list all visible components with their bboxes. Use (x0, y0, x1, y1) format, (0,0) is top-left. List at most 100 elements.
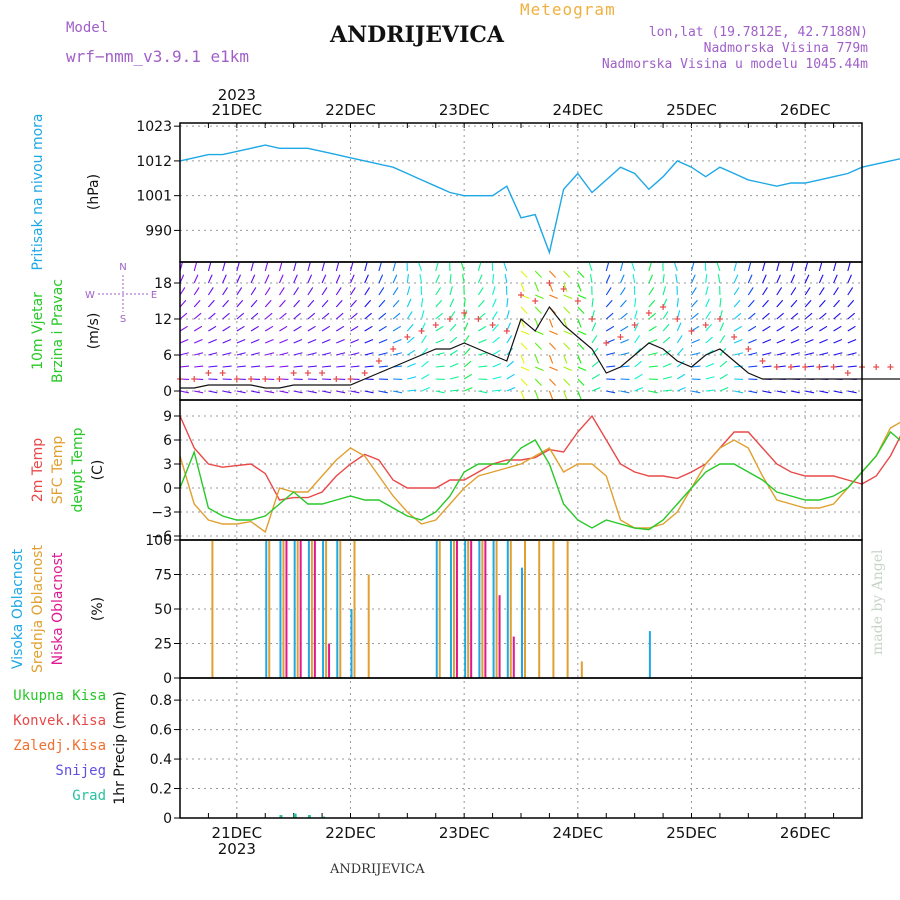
x-tick-label-bottom: 23DEC (439, 824, 490, 842)
wind-arrow (620, 299, 627, 308)
wind-arrow (776, 287, 783, 296)
y-tick-label: 990 (145, 223, 172, 239)
wind-arrow (250, 287, 257, 296)
wind-arrow (350, 287, 356, 296)
wind-arrow (520, 366, 530, 372)
wind-arrow (748, 365, 758, 368)
wind-arrow (506, 297, 509, 308)
wind-arrow (563, 306, 571, 314)
wind-arrow (321, 312, 330, 320)
wind-arrow (634, 360, 642, 368)
panel-frame-precip (179, 677, 863, 819)
wind-arrow (492, 336, 500, 344)
y-tick-label: 12 (154, 312, 172, 328)
wind-arrow (819, 390, 829, 394)
wind-arrow (406, 273, 409, 284)
wind-arrow (236, 274, 242, 284)
yunit-pressure: (hPa) (86, 174, 102, 210)
wind-arrow (819, 352, 829, 356)
wind-arrow (406, 311, 413, 320)
cloud-bar-low_cloud (498, 595, 501, 678)
wind-arrow (819, 312, 827, 320)
wind-arrow (634, 310, 638, 320)
wind-arrow (350, 325, 359, 332)
wind-arrow (463, 310, 468, 320)
wind-arrow (293, 390, 303, 394)
wind-arrow (691, 287, 697, 296)
wind-arrow (478, 390, 488, 394)
wind-arrow (762, 390, 772, 394)
wind-arrow (747, 274, 753, 284)
wind-arrow (463, 373, 473, 380)
cloud-bar-mid_cloud (211, 540, 214, 678)
wind-arrow (605, 274, 611, 284)
wind-arrow (265, 352, 275, 356)
wind-arrow (179, 325, 188, 332)
precip-legend-1: Konvek.Kisa (13, 713, 106, 729)
model-elevation-text: Nadmorska Visina u modelu 1045.44m (601, 57, 868, 72)
wind-arrow (435, 312, 443, 320)
wind-arrow (591, 386, 601, 392)
wind-arrow (563, 390, 568, 400)
wind-arrow (662, 323, 670, 332)
wind-arrow (477, 274, 483, 284)
wind-arrow (520, 354, 525, 364)
wind-arrow (478, 325, 487, 332)
cloud-bar-mid_cloud (509, 540, 512, 678)
cloud-bar-mid_cloud (566, 540, 569, 678)
wind-arrow (690, 262, 695, 272)
cloud-bar-high_cloud (478, 540, 481, 678)
cloud-bar-low_cloud (470, 540, 473, 678)
wind-arrow (733, 338, 743, 344)
wind-arrow (705, 323, 713, 332)
wind-arrow (321, 338, 331, 344)
wind-arrow (520, 270, 528, 278)
wind-arrow (236, 338, 246, 344)
wind-arrow (534, 306, 542, 314)
wind-arrow (606, 390, 616, 394)
wind-arrow (449, 323, 457, 332)
wind-arrow (208, 365, 218, 368)
wind-arrow (577, 270, 585, 278)
cloud-bar-mid_cloud (367, 574, 370, 678)
cloud-bar-low_cloud (299, 540, 302, 678)
wind-arrow (250, 299, 258, 308)
wind-arrow (278, 262, 283, 272)
wind-arrow (847, 274, 852, 284)
wind-arrow (588, 262, 593, 272)
wind-arrow (378, 365, 388, 368)
wind-arrow (421, 310, 425, 320)
wind-arrow (364, 338, 374, 344)
wind-arrow (179, 390, 189, 394)
wind-arrow (776, 299, 784, 308)
wind-arrow (350, 365, 360, 368)
wind-arrow (264, 299, 272, 308)
wind-arrow (563, 354, 568, 364)
wind-arrow (364, 352, 374, 356)
wind-arrow (577, 378, 585, 386)
wind-arrow (717, 274, 721, 284)
wind-arrow (648, 390, 658, 394)
yunit-wind: (m/s) (86, 313, 102, 350)
wind-arrow (549, 366, 558, 372)
wind-arrow (591, 322, 597, 332)
wind-arrow (719, 373, 728, 380)
wind-arrow (847, 287, 854, 296)
wind-arrow (833, 338, 843, 344)
wind-arrow (577, 366, 587, 372)
wind-arrow (264, 312, 273, 320)
wind-arrow (631, 262, 636, 272)
cloud-bar-low_cloud (313, 540, 316, 678)
wind-arrow (392, 325, 402, 332)
wind-arrow (392, 262, 397, 272)
wind-arrow (421, 347, 428, 356)
wind-arrow (208, 338, 217, 344)
wind-arrow (449, 311, 456, 320)
wind-arrow (819, 325, 828, 332)
wind-arrow (278, 274, 284, 284)
wind-arrow (378, 338, 388, 344)
wind-arrow (478, 312, 486, 320)
wind-arrow (207, 262, 212, 272)
wind-arrow (634, 335, 640, 344)
cloud-bar-high_cloud (492, 540, 495, 678)
